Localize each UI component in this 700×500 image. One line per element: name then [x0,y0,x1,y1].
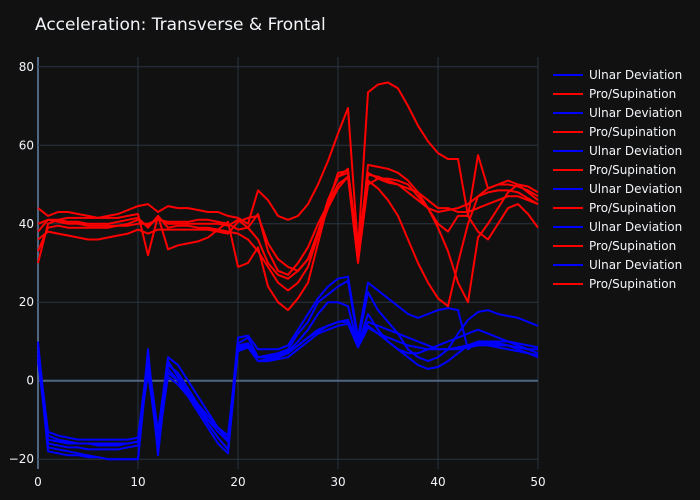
series-line-pro-supination [37,81,539,251]
legend-item[interactable]: Pro/Supination [553,163,676,177]
legend-label: Ulnar Deviation [589,258,682,272]
legend-item[interactable]: Pro/Supination [553,277,676,291]
legend-item[interactable]: Ulnar Deviation [553,258,682,272]
legend-item[interactable]: Pro/Supination [553,87,676,101]
x-tick-label: 40 [430,475,445,489]
x-tick-label: 50 [530,475,545,489]
y-tick-label: −20 [9,452,34,466]
legend-label: Pro/Supination [589,87,676,101]
series-line-ulnar-deviation [37,301,539,445]
series-line-ulnar-deviation [37,322,539,447]
legend[interactable]: Ulnar Deviation Pro/Supination Ulnar Devia… [553,68,682,291]
legend-label: Ulnar Deviation [589,106,682,120]
x-tick-label: 10 [130,475,145,489]
legend-item[interactable]: Ulnar Deviation [553,106,682,120]
legend-label: Ulnar Deviation [589,144,682,158]
series-line-ulnar-deviation [37,275,539,441]
legend-label: Ulnar Deviation [589,182,682,196]
y-tick-label: 20 [19,295,34,309]
legend-label: Pro/Supination [589,201,676,215]
series-line-pro-supination [37,163,539,304]
legend-item[interactable]: Pro/Supination [553,125,676,139]
legend-item[interactable]: Pro/Supination [553,239,676,253]
legend-label: Pro/Supination [589,277,676,291]
legend-item[interactable]: Ulnar Deviation [553,144,682,158]
series-line-ulnar-deviation [37,320,539,461]
chart-title: Acceleration: Transverse & Frontal [35,15,326,35]
series-line-pro-supination [37,171,539,280]
y-tick-label: 0 [26,374,34,388]
x-tick-label: 0 [34,475,42,489]
legend-label: Pro/Supination [589,239,676,253]
legend-label: Pro/Supination [589,125,676,139]
legend-item[interactable]: Ulnar Deviation [553,182,682,196]
legend-item[interactable]: Ulnar Deviation [553,220,682,234]
legend-item[interactable]: Ulnar Deviation [553,68,682,82]
y-tick-label: 40 [19,217,34,231]
legend-label: Pro/Supination [589,163,676,177]
legend-item[interactable]: Pro/Supination [553,201,676,215]
series-line-pro-supination [37,175,539,308]
x-tick-label: 30 [330,475,345,489]
series-line-pro-supination [37,169,539,312]
x-tick-label: 20 [230,475,245,489]
y-tick-label: 60 [19,138,34,152]
plot-area [37,81,539,461]
legend-label: Ulnar Deviation [589,220,682,234]
y-tick-label: 80 [19,60,34,74]
legend-label: Ulnar Deviation [589,68,682,82]
